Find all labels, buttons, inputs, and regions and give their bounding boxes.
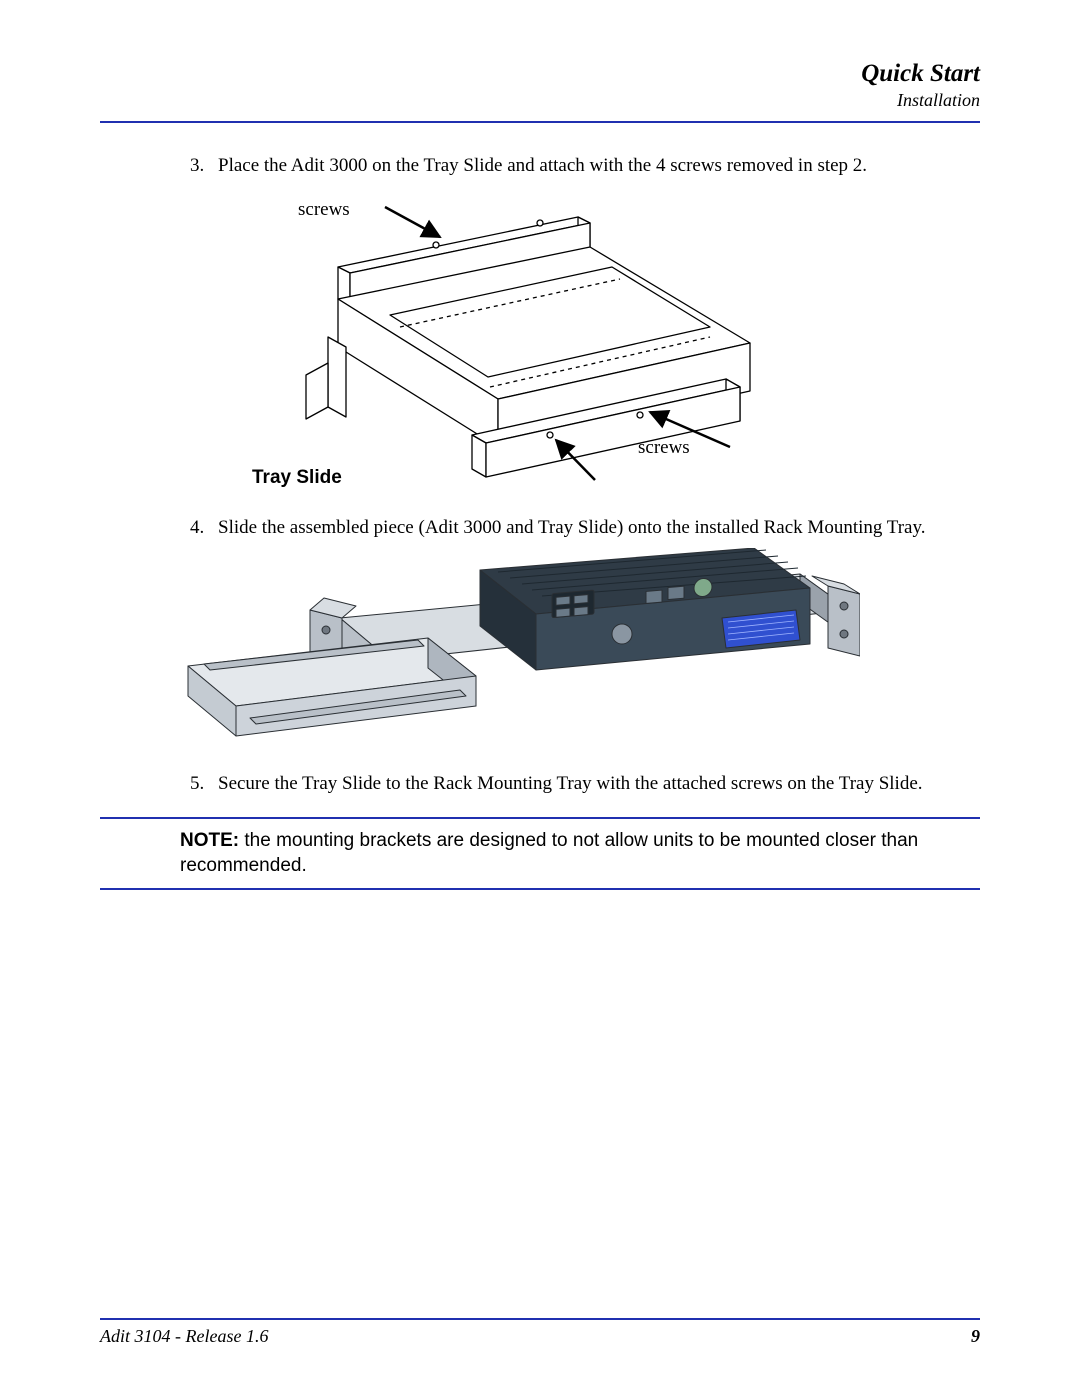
figure-rack-mount bbox=[160, 548, 860, 753]
header-subtitle: Installation bbox=[100, 90, 980, 111]
step-5: 5. Secure the Tray Slide to the Rack Mou… bbox=[190, 771, 980, 797]
step-3: 3. Place the Adit 3000 on the Tray Slide… bbox=[190, 153, 980, 179]
page-footer: Adit 3104 - Release 1.6 9 bbox=[100, 1318, 980, 1347]
step-number: 5. bbox=[190, 771, 218, 797]
header-title: Quick Start bbox=[100, 60, 980, 88]
footer-page-number: 9 bbox=[971, 1326, 980, 1347]
step-number: 3. bbox=[190, 153, 218, 179]
label-tray-slide: Tray Slide bbox=[252, 467, 342, 489]
figure-tray-slide: screws screws Tray Slide bbox=[240, 187, 760, 497]
footer-rule bbox=[100, 1318, 980, 1320]
note-text: the mounting brackets are designed to no… bbox=[180, 830, 918, 876]
note-rule-bottom bbox=[100, 888, 980, 890]
note-box: NOTE: the mounting brackets are designed… bbox=[100, 829, 980, 878]
step-text: Secure the Tray Slide to the Rack Mounti… bbox=[218, 771, 980, 797]
page-header: Quick Start Installation bbox=[100, 60, 980, 111]
step-text: Place the Adit 3000 on the Tray Slide an… bbox=[218, 153, 980, 179]
rack-mount-svg bbox=[160, 548, 860, 753]
header-rule bbox=[100, 121, 980, 123]
note-label: NOTE: bbox=[180, 830, 239, 851]
step-text: Slide the assembled piece (Adit 3000 and… bbox=[218, 515, 980, 541]
label-screws-bottom: screws bbox=[638, 437, 690, 459]
label-screws-top: screws bbox=[298, 199, 350, 221]
content-area: 3. Place the Adit 3000 on the Tray Slide… bbox=[100, 153, 980, 1318]
step-number: 4. bbox=[190, 515, 218, 541]
footer-left: Adit 3104 - Release 1.6 bbox=[100, 1326, 268, 1347]
figure-2-wrap bbox=[100, 548, 980, 753]
note-rule-top bbox=[100, 817, 980, 819]
step-4: 4. Slide the assembled piece (Adit 3000 … bbox=[190, 515, 980, 541]
figure-1-wrap: screws screws Tray Slide bbox=[100, 187, 980, 497]
